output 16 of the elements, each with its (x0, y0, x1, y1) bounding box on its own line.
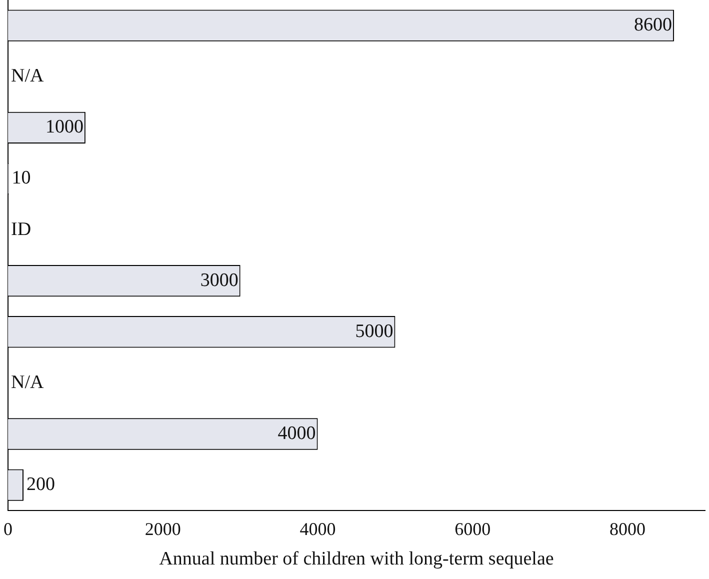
x-tick-label: 0 (4, 519, 12, 540)
text: N/A (11, 372, 44, 393)
x-tick-label: 8000 (610, 519, 646, 540)
x-axis-title: Annual number of children with long-term sequelae (159, 548, 554, 570)
data-label: 1000 (45, 116, 84, 138)
text: ID (11, 218, 32, 240)
data-label: 4000 (278, 422, 316, 444)
x-tick-label: 4000 (300, 519, 336, 540)
text: N/A (11, 66, 44, 87)
data-label: 200 (26, 474, 55, 496)
data-label: 3000 (200, 270, 238, 291)
data-label: 10 (12, 168, 31, 189)
x-tick-label: 2000 (144, 519, 181, 540)
data-label: 8600 (634, 14, 672, 36)
data-label: 5000 (355, 320, 394, 342)
x-tick-label: 6000 (454, 519, 491, 540)
